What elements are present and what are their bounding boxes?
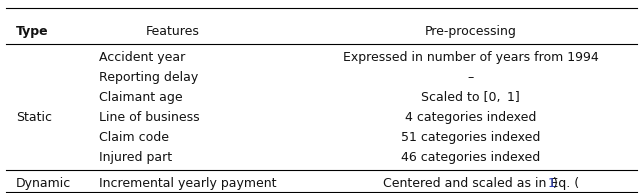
Text: Static: Static — [16, 111, 52, 124]
Text: 51 categories indexed: 51 categories indexed — [401, 131, 540, 144]
Text: Claimant age: Claimant age — [99, 91, 183, 104]
Text: Incremental yearly payment: Incremental yearly payment — [99, 177, 276, 190]
Text: Reporting delay: Reporting delay — [99, 71, 198, 84]
Text: Claim code: Claim code — [99, 131, 169, 144]
Text: 46 categories indexed: 46 categories indexed — [401, 151, 540, 164]
Text: Pre-processing: Pre-processing — [424, 25, 516, 38]
Text: 4 categories indexed: 4 categories indexed — [404, 111, 536, 124]
Text: Scaled to [0,  1]: Scaled to [0, 1] — [421, 91, 520, 104]
Text: Features: Features — [146, 25, 200, 38]
Text: Line of business: Line of business — [99, 111, 200, 124]
Text: Expressed in number of years from 1994: Expressed in number of years from 1994 — [342, 51, 598, 64]
Text: Injured part: Injured part — [99, 151, 172, 164]
Text: 1: 1 — [547, 177, 556, 190]
Text: ): ) — [553, 177, 557, 190]
Text: Dynamic: Dynamic — [16, 177, 71, 190]
Text: Accident year: Accident year — [99, 51, 186, 64]
Text: Centered and scaled as in Eq. (: Centered and scaled as in Eq. ( — [383, 177, 579, 190]
Text: –: – — [467, 71, 474, 84]
Text: Type: Type — [16, 25, 49, 38]
